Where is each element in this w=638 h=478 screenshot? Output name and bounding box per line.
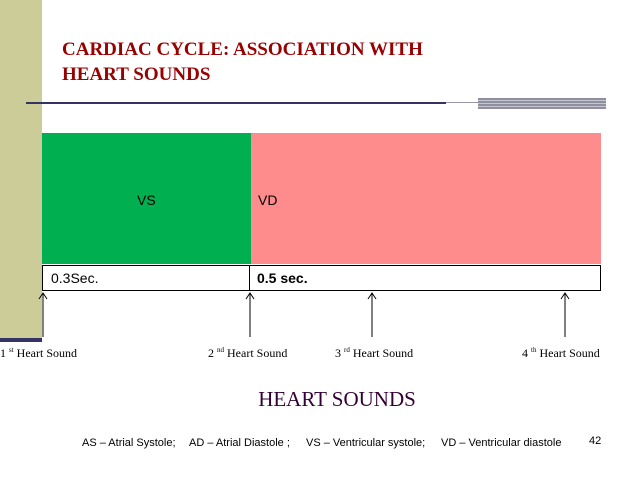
duration-row [42, 265, 601, 291]
third-heart-sound-label: 3 rd Heart Sound [335, 346, 413, 361]
title-divider [26, 102, 446, 104]
heart-sound-number: 3 [335, 346, 341, 360]
heart-sound-text: Heart Sound [352, 346, 414, 360]
first-heart-sound-arrow-icon [38, 292, 48, 337]
duration-divider [249, 265, 250, 291]
heart-sound-text: Heart Sound [16, 346, 77, 360]
legend-item-as: AS – Atrial Systole; [82, 437, 176, 449]
heart-sound-ordinal: rd [344, 346, 350, 354]
heart-sound-ordinal: nd [217, 346, 224, 354]
heart-sound-text: Heart Sound [227, 346, 288, 360]
section-heading: HEART SOUNDS [258, 387, 416, 411]
heart-sound-text: Heart Sound [539, 346, 600, 360]
slide-title-line-1: CARDIAC CYCLE: ASSOCIATION WITH [62, 39, 423, 60]
second-heart-sound-label: 2 nd Heart Sound [208, 346, 287, 361]
heart-sound-ordinal: st [9, 346, 14, 354]
page-number: 42 [589, 435, 602, 447]
fourth-heart-sound-label: 4 th Heart Sound [522, 346, 600, 361]
vs-label: VS [137, 192, 156, 208]
vd-label: VD [258, 192, 278, 208]
second-heart-sound-arrow-icon [245, 292, 255, 337]
ventricular-systole-block [42, 133, 251, 264]
sidebar-accent-base [0, 338, 42, 342]
heart-sound-ordinal: th [531, 346, 537, 354]
legend-item-vd: VD – Ventricular diastole [441, 437, 562, 449]
heart-sound-number: 2 [208, 346, 214, 360]
heart-sound-number: 4 [522, 346, 528, 360]
heart-sound-number: 1 [0, 346, 6, 360]
first-heart-sound-label: 1 st Heart Sound [0, 346, 77, 361]
sidebar-accent-bar [0, 0, 42, 338]
vd-duration: 0.5 sec. [257, 270, 308, 286]
third-heart-sound-arrow-icon [367, 292, 377, 337]
title-divider-accent [478, 98, 606, 109]
legend-item-vs: VS – Ventricular systole; [306, 437, 426, 449]
ventricular-diastole-block [251, 133, 601, 264]
slide-title: CARDIAC CYCLE: ASSOCIATION WITH HEART SO… [62, 37, 582, 87]
slide-title-line-2: HEART SOUNDS [62, 64, 211, 85]
fourth-heart-sound-arrow-icon [560, 292, 570, 337]
vs-duration: 0.3Sec. [51, 270, 99, 286]
legend-item-ad: AD – Atrial Diastole ; [189, 437, 290, 449]
